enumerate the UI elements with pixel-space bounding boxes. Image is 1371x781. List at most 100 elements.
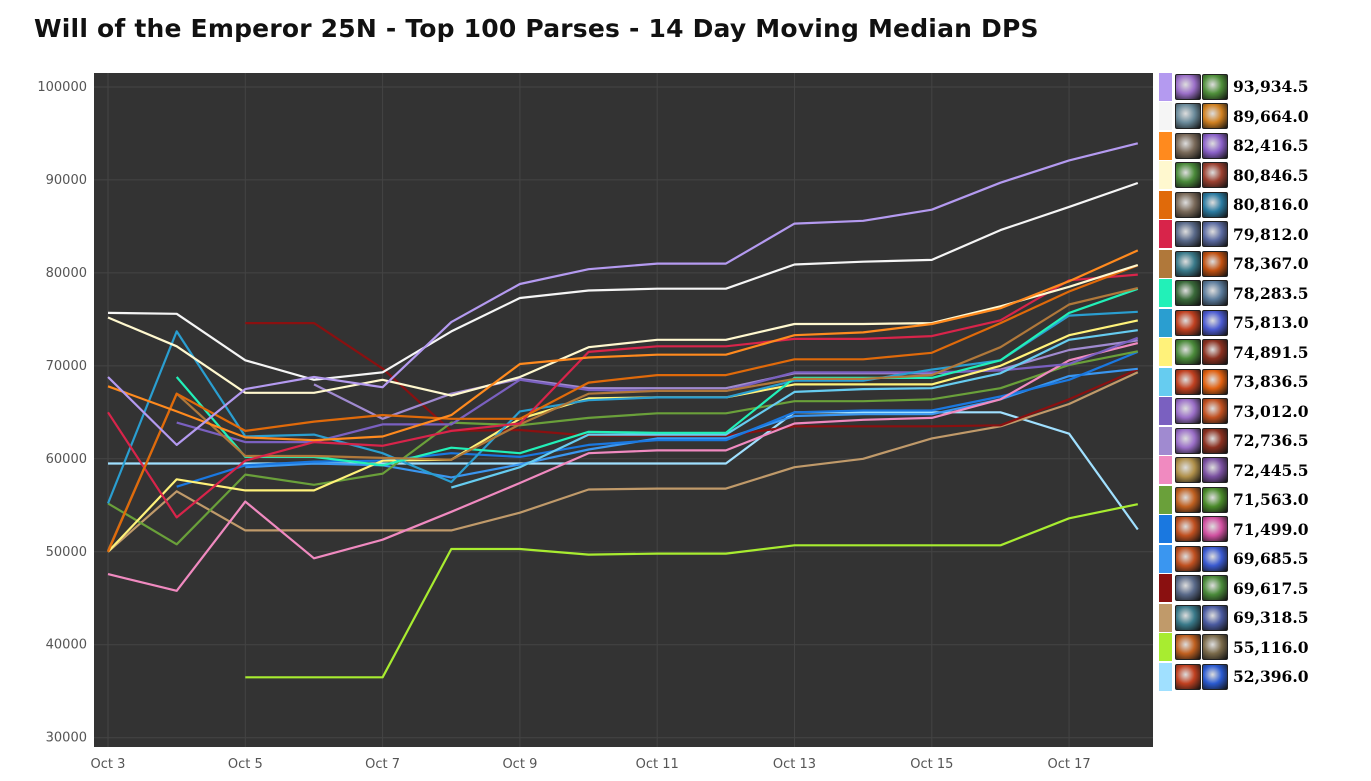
- legend-swatch: [1159, 603, 1172, 632]
- spec-icon: [1202, 634, 1228, 661]
- series-line: [107, 181, 1139, 381]
- legend-item: 73,836.5: [1159, 367, 1369, 397]
- legend-dps-value: 71,499.0: [1233, 519, 1309, 539]
- spec-icon: [1175, 339, 1201, 366]
- y-tick-label: 30000: [46, 731, 87, 746]
- legend-swatch: [1159, 515, 1172, 544]
- legend-item: 75,813.0: [1159, 308, 1369, 338]
- legend-swatch: [1159, 544, 1172, 573]
- legend-dps-value: 69,685.5: [1233, 549, 1309, 569]
- spec-icon: [1175, 545, 1201, 572]
- legend-item: 72,445.5: [1159, 456, 1369, 486]
- legend-dps-value: 69,617.5: [1233, 578, 1309, 598]
- series-line: [245, 503, 1139, 679]
- legend-dps-value: 79,812.0: [1233, 224, 1309, 244]
- y-tick-label: 100000: [37, 80, 87, 95]
- spec-icon: [1175, 132, 1201, 159]
- legend-swatch: [1159, 279, 1172, 308]
- spec-icon: [1202, 280, 1228, 307]
- legend-item: 69,318.5: [1159, 603, 1369, 633]
- legend-item: 52,396.0: [1159, 662, 1369, 692]
- legend-item: 55,116.0: [1159, 633, 1369, 663]
- legend-dps-value: 93,934.5: [1233, 77, 1309, 97]
- series-line: [107, 142, 1139, 446]
- x-tick-label: Oct 13: [773, 757, 816, 772]
- legend-dps-value: 73,836.5: [1233, 372, 1309, 392]
- spec-icon: [1175, 486, 1201, 513]
- legend-dps-value: 78,367.0: [1233, 254, 1309, 274]
- legend-dps-value: 82,416.5: [1233, 136, 1309, 156]
- legend-swatch: [1159, 72, 1172, 101]
- series-line: [107, 273, 1138, 519]
- series-lines: [106, 142, 1139, 679]
- spec-icon: [1175, 250, 1201, 277]
- legend-item: 80,816.0: [1159, 190, 1369, 220]
- chart-title: Will of the Emperor 25N - Top 100 Parses…: [34, 14, 1039, 43]
- spec-icon: [1202, 162, 1228, 189]
- legend-item: 71,563.0: [1159, 485, 1369, 515]
- legend-swatch: [1159, 662, 1172, 691]
- spec-icon: [1202, 427, 1228, 454]
- legend-item: 79,812.0: [1159, 220, 1369, 250]
- spec-icon: [1175, 398, 1201, 425]
- legend: 93,934.5 89,664.0 82,416.5 80,846.5 80,816.0…: [1159, 72, 1369, 692]
- legend-dps-value: 78,283.5: [1233, 283, 1309, 303]
- legend-swatch: [1159, 102, 1172, 131]
- spec-icon: [1175, 309, 1201, 336]
- series-line: [176, 350, 1139, 488]
- legend-swatch: [1159, 190, 1172, 219]
- series-line: [107, 249, 1139, 442]
- legend-dps-value: 89,664.0: [1233, 106, 1309, 126]
- grid-lines: [94, 73, 1153, 747]
- spec-icon: [1175, 427, 1201, 454]
- spec-icon: [1202, 250, 1228, 277]
- y-tick-label: 40000: [46, 638, 87, 653]
- legend-swatch: [1159, 220, 1172, 249]
- x-tick-label: Oct 3: [91, 757, 126, 772]
- x-axis-ticks: Oct 3 Oct 5 Oct 7 Oct 9 Oct 11 Oct 13 Oct 15 Oc…: [91, 757, 1091, 772]
- spec-icon: [1202, 486, 1228, 513]
- legend-item: 72,736.5: [1159, 426, 1369, 456]
- legend-swatch: [1159, 456, 1172, 485]
- spec-icon: [1202, 73, 1228, 100]
- y-tick-label: 80000: [46, 266, 87, 281]
- legend-swatch: [1159, 633, 1172, 662]
- spec-icon: [1202, 221, 1228, 248]
- legend-item: 69,685.5: [1159, 544, 1369, 574]
- legend-item: 93,934.5: [1159, 72, 1369, 102]
- legend-item: 78,367.0: [1159, 249, 1369, 279]
- legend-item: 73,012.0: [1159, 397, 1369, 427]
- spec-icon: [1202, 663, 1228, 690]
- legend-dps-value: 73,012.0: [1233, 401, 1309, 421]
- legend-item: 80,846.5: [1159, 161, 1369, 191]
- plot-background: [94, 73, 1153, 747]
- legend-item: 71,499.0: [1159, 515, 1369, 545]
- series-line: [450, 329, 1138, 489]
- spec-icon: [1175, 516, 1201, 543]
- series-line: [106, 264, 1139, 553]
- x-tick-label: Oct 15: [910, 757, 953, 772]
- spec-icon: [1202, 604, 1228, 631]
- spec-icon: [1175, 280, 1201, 307]
- legend-swatch: [1159, 485, 1172, 514]
- legend-dps-value: 74,891.5: [1233, 342, 1309, 362]
- x-tick-label: Oct 11: [636, 757, 679, 772]
- series-line: [107, 342, 1139, 592]
- legend-dps-value: 75,813.0: [1233, 313, 1309, 333]
- x-tick-label: Oct 17: [1048, 757, 1091, 772]
- spec-icon: [1202, 103, 1228, 130]
- legend-dps-value: 80,816.0: [1233, 195, 1309, 215]
- x-tick-label: Oct 9: [502, 757, 537, 772]
- spec-icon: [1202, 368, 1228, 395]
- spec-icon: [1202, 457, 1228, 484]
- spec-icon: [1202, 132, 1228, 159]
- legend-dps-value: 72,736.5: [1233, 431, 1309, 451]
- legend-swatch: [1159, 397, 1172, 426]
- legend-dps-value: 52,396.0: [1233, 667, 1309, 687]
- y-tick-label: 70000: [46, 359, 87, 374]
- spec-icon: [1202, 309, 1228, 336]
- legend-dps-value: 69,318.5: [1233, 608, 1309, 628]
- x-tick-label: Oct 5: [228, 757, 263, 772]
- legend-swatch: [1159, 131, 1172, 160]
